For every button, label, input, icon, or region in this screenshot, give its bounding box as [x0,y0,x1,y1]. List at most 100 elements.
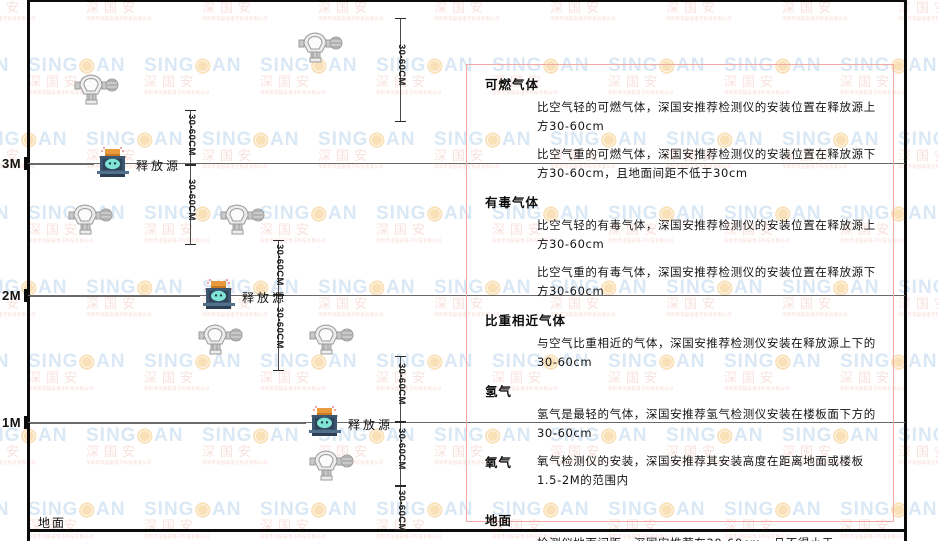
frame-right-edge [904,0,907,541]
panel-section-oxygen: 氧气 氧气检测仪的安装，深国安推荐其安装高度在距离地面或楼板1.5-2M的范围内 [485,452,879,508]
release-source-label: 释放源 [242,291,288,305]
dimension-right-column-1: 30-60CM [395,422,407,486]
dimension-label: 30-60CM [396,44,407,86]
level-tick-2m [24,289,27,302]
release-source-label: 释放源 [348,418,394,432]
dimension-stem [400,486,401,530]
section-paragraph: 比空气轻的可燃气体，深国安推荐检测仪的安装位置在释放源上方30-60cm [537,100,876,133]
section-paragraph: 氢气是最轻的气体，深国安推荐氢气检测仪安装在楼板面下方的30-60cm [537,407,876,440]
release-source-3m [94,147,132,181]
dimension-arrow-bottom [395,121,406,122]
release-source-label: 释放源 [136,159,182,173]
section-heading: 氧气 [485,455,513,470]
gas-detector-icon [196,320,248,360]
dimension-arrow-bottom [395,485,406,486]
dimension-middle-column-1: 30-60CM [185,165,197,245]
dimension-arrow-top [395,422,406,423]
dimension-arrow-bottom [395,421,406,422]
section-heading: 可燃气体 [485,77,540,92]
frame-ground-line [27,529,907,532]
section-heading: 比重相近气体 [485,313,567,328]
dimension-top-column-0: 30-60CM [395,18,407,122]
section-body: 氧气检测仪的安装，深国安推荐其安装高度在距离地面或楼板1.5-2M的范围内 [537,452,879,499]
section-heading: 有毒气体 [485,195,540,210]
section-body: 检测仪地面间距，深国安推荐在30-60cm，且不得小于30cm，因为过低容易水溅… [537,534,879,541]
section-paragraph: 比空气轻的有毒气体，深国安推荐检测仪的安装位置在释放源上方30-60cm [537,218,876,251]
dimension-arrow-bottom [273,370,284,371]
release-source-lead-line [30,296,200,297]
gas-detector-icon [296,28,348,68]
section-paragraph: 氧气检测仪的安装，深国安推荐其安装高度在距离地面或楼板1.5-2M的范围内 [537,454,864,487]
release-source-1m [306,406,344,440]
frame-left-axis [27,0,30,541]
dimension-arrow-top [395,486,406,487]
gas-detector-icon [307,446,359,486]
panel-section-ground: 地面检测仪地面间距，深国安推荐在30-60cm，且不得小于30cm，因为过低容易… [485,510,879,541]
gas-detector-icon [66,200,118,240]
section-heading: 氢气 [485,384,513,399]
dimension-label: 30-60CM [274,307,285,349]
dimension-arrow-bottom [185,164,196,165]
dimension-arrow-top [273,295,284,296]
dimension-stem [278,240,279,295]
panel-section-similar-density-gas: 比重相近气体与空气比重相近的气体，深国安推荐检测仪安装在释放源上下的30-60c… [485,310,879,372]
level-tick-3m [24,157,27,170]
dimension-arrow-bottom [185,244,196,245]
panel-section-toxic-gas: 有毒气体比空气轻的有毒气体，深国安推荐检测仪的安装位置在释放源上方30-60cm… [485,192,879,301]
dimension-stem [400,422,401,486]
section-paragraph: 比空气重的可燃气体，深国安推荐检测仪的安装位置在释放源下方30-60cm，且地面… [537,147,876,180]
ground-label: 地面 [38,516,67,530]
release-source-lead-line [30,164,94,165]
section-body: 与空气比重相近的气体，深国安推荐检测仪安装在释放源上下的30-60cm [537,334,879,372]
section-body: 比空气轻的有毒气体，深国安推荐检测仪的安装位置在释放源上方30-60cm 比空气重… [537,216,879,301]
dimension-middle-column-0: 30-60CM [185,110,197,165]
gas-detector-icon [72,70,124,110]
dimension-label: 30-60CM [396,428,407,470]
dimension-stem [278,295,279,371]
section-body: 氢气是最轻的气体，深国安推荐氢气检测仪安装在楼板面下方的30-60cm [537,405,879,443]
dimension-lower-column-1: 30-60CM [273,295,285,371]
section-body: 比空气轻的可燃气体，深国安推荐检测仪的安装位置在释放源上方30-60cm 比空气重… [537,98,879,183]
release-source-lead-line [30,423,306,424]
section-paragraph: 检测仪地面间距，深国安推荐在30-60cm，且不得小于30cm，因为过低容易水溅… [537,534,879,541]
gas-detector-icon [307,320,359,360]
dimension-label: 30-60CM [396,490,407,532]
dimension-arrow-bottom [395,529,406,530]
frame-top-edge [27,0,907,2]
panel-section-flammable-gas: 可燃气体比空气轻的可燃气体，深国安推荐检测仪的安装位置在释放源上方30-60cm… [485,74,879,183]
dimension-label: 30-60CM [274,244,285,286]
dimension-arrow-bottom [273,294,284,295]
dimension-arrow-top [185,110,196,111]
dimension-label: 30-60CM [186,114,197,156]
level-tick-1m [24,416,27,429]
section-heading: 地面 [485,513,513,528]
level-label-2m: 2M [2,288,22,303]
section-paragraph: 与空气比重相近的气体，深国安推荐检测仪安装在释放源上下的30-60cm [537,336,876,369]
dimension-stem [190,110,191,165]
